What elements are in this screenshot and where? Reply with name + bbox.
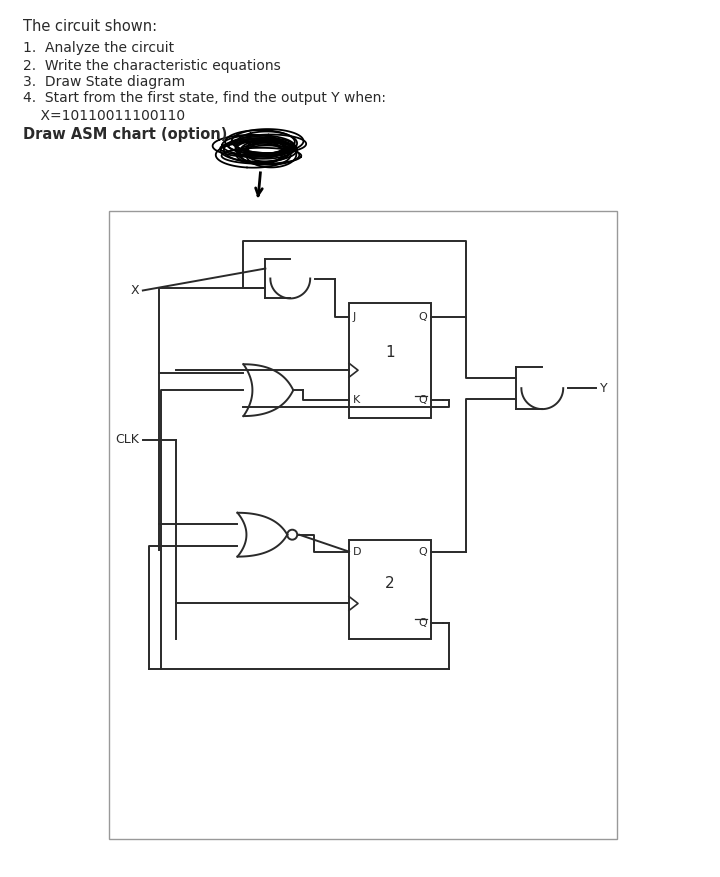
Text: 1.  Analyze the circuit: 1. Analyze the circuit [23,41,174,55]
Text: 2: 2 [385,576,395,591]
Text: Q: Q [418,395,427,404]
Text: 2.  Write the characteristic equations: 2. Write the characteristic equations [23,60,281,73]
Text: 4.  Start from the first state, find the output Y when:: 4. Start from the first state, find the … [23,91,387,105]
Text: X: X [130,284,139,297]
Bar [349,303,431,417]
Text: K: K [353,395,360,404]
Text: Draw ASM chart (option): Draw ASM chart (option) [23,127,228,142]
Text: CLK: CLK [115,433,139,446]
Bar [349,539,431,639]
Text: J: J [353,312,356,322]
Text: 1: 1 [385,345,395,360]
Text: Q: Q [418,618,427,629]
Text: 3.  Draw State diagram: 3. Draw State diagram [23,75,186,89]
Bar [109,210,617,838]
Text: Q: Q [418,312,427,322]
Text: The circuit shown:: The circuit shown: [23,19,158,34]
Text: Y: Y [600,381,608,395]
Text: Q: Q [418,546,427,557]
Text: D: D [353,546,361,557]
Text: X=10110011100110: X=10110011100110 [23,109,186,123]
